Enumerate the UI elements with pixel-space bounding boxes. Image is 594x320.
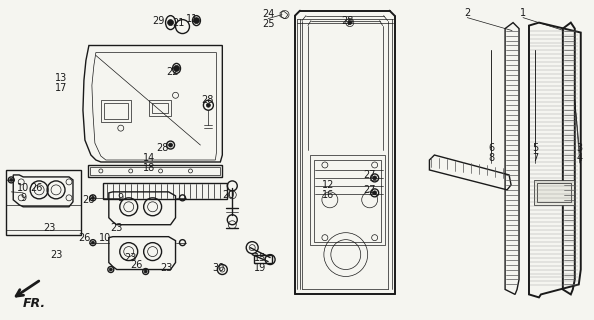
Bar: [537, 183, 571, 202]
Text: 23: 23: [125, 252, 137, 263]
Text: 28: 28: [342, 16, 354, 26]
Text: 12: 12: [322, 180, 334, 190]
Circle shape: [194, 18, 200, 24]
Text: 8: 8: [488, 153, 494, 163]
Text: 26: 26: [83, 195, 95, 205]
Text: 7: 7: [532, 153, 538, 163]
Text: 9: 9: [20, 193, 26, 203]
Text: 30: 30: [212, 262, 225, 273]
Text: 6: 6: [488, 143, 494, 153]
Bar: [534, 180, 574, 205]
Bar: [151, 103, 168, 113]
Text: 10: 10: [99, 233, 111, 243]
Bar: [90, 167, 220, 175]
Circle shape: [10, 179, 12, 181]
Bar: [314, 160, 381, 242]
Text: 26: 26: [30, 183, 42, 193]
Text: 1: 1: [520, 8, 526, 18]
Bar: [7, 170, 81, 235]
Text: 19: 19: [254, 262, 266, 273]
Text: 26: 26: [131, 260, 143, 269]
Text: 21: 21: [172, 18, 185, 28]
Circle shape: [206, 103, 210, 107]
Text: 23: 23: [50, 250, 62, 260]
Text: 27: 27: [364, 170, 376, 180]
Text: 10: 10: [17, 183, 29, 193]
Circle shape: [144, 270, 147, 273]
Circle shape: [173, 65, 179, 71]
Circle shape: [372, 176, 377, 180]
Bar: [148, 100, 170, 116]
Text: 20: 20: [222, 190, 235, 200]
Text: 24: 24: [262, 9, 274, 19]
Text: 16: 16: [322, 190, 334, 200]
Bar: [101, 100, 131, 122]
Circle shape: [372, 191, 377, 195]
Text: 29: 29: [153, 16, 165, 26]
Text: 5: 5: [532, 143, 538, 153]
Text: 18: 18: [143, 163, 155, 173]
Text: 27: 27: [364, 185, 376, 195]
Text: 14: 14: [143, 153, 155, 163]
Text: 2: 2: [464, 8, 470, 18]
Text: 23: 23: [110, 223, 123, 233]
Circle shape: [347, 20, 352, 25]
Text: 4: 4: [577, 153, 583, 163]
Circle shape: [168, 20, 173, 26]
Text: FR.: FR.: [23, 297, 46, 310]
Circle shape: [169, 143, 172, 147]
Text: 23: 23: [160, 262, 173, 273]
Text: 26: 26: [79, 233, 91, 243]
Text: 13: 13: [55, 73, 67, 83]
Text: 22: 22: [166, 68, 179, 77]
Circle shape: [109, 268, 112, 271]
Circle shape: [91, 196, 94, 199]
Text: 28: 28: [201, 95, 214, 105]
Bar: [7, 205, 81, 230]
Bar: [103, 183, 228, 199]
Bar: [88, 165, 222, 177]
Text: 17: 17: [55, 83, 67, 93]
Bar: [310, 155, 385, 244]
Circle shape: [91, 241, 94, 244]
Text: 23: 23: [43, 223, 55, 233]
Text: 11: 11: [187, 14, 198, 24]
Text: 25: 25: [262, 19, 274, 28]
Text: 28: 28: [156, 143, 169, 153]
Bar: [254, 255, 272, 262]
Text: 15: 15: [254, 252, 266, 263]
Text: 3: 3: [577, 143, 583, 153]
Text: 9: 9: [118, 193, 124, 203]
Bar: [104, 103, 128, 119]
